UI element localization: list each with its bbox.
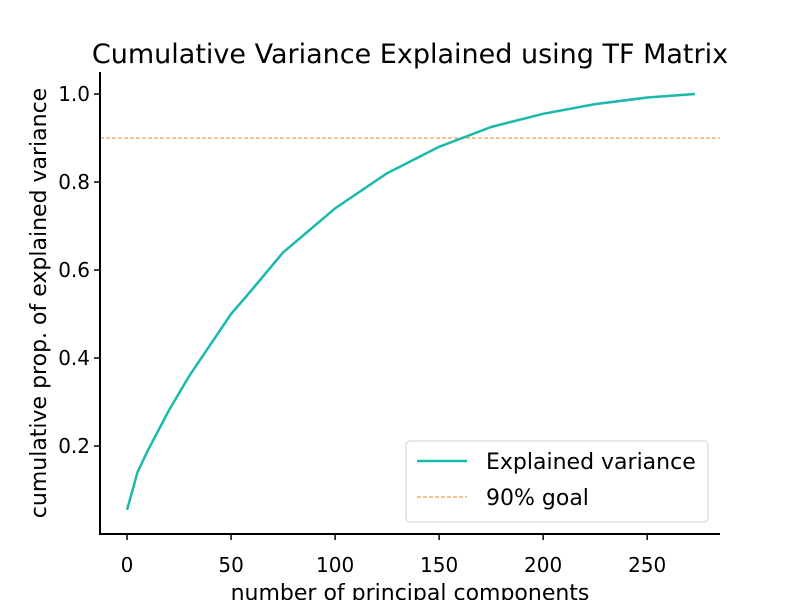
y-tick-label: 0.4 bbox=[58, 346, 90, 370]
y-tick-label: 0.6 bbox=[58, 258, 90, 282]
legend-label-explained-variance: Explained variance bbox=[486, 450, 696, 475]
y-tick-label: 0.2 bbox=[58, 434, 90, 458]
x-tick-label: 150 bbox=[420, 553, 458, 577]
chart-title: Cumulative Variance Explained using TF M… bbox=[92, 39, 728, 70]
x-tick-label: 200 bbox=[524, 553, 562, 577]
legend: Explained variance 90% goal bbox=[405, 440, 709, 523]
x-tick-label: 50 bbox=[218, 553, 243, 577]
legend-box bbox=[405, 440, 709, 523]
y-axis-label: cumulative prop. of explained variance bbox=[27, 88, 52, 518]
x-axis-label: number of principal components bbox=[231, 581, 590, 600]
series-line-explained-variance bbox=[125, 92, 696, 511]
y-tick-label: 1.0 bbox=[58, 82, 90, 106]
x-tick-label: 100 bbox=[316, 553, 354, 577]
legend-label-90-goal: 90% goal bbox=[486, 486, 589, 511]
plot-area bbox=[100, 92, 720, 511]
y-tick-label: 0.8 bbox=[58, 170, 90, 194]
axes bbox=[99, 72, 720, 535]
x-tick-label: 0 bbox=[121, 553, 134, 577]
x-tick-label: 250 bbox=[628, 553, 666, 577]
